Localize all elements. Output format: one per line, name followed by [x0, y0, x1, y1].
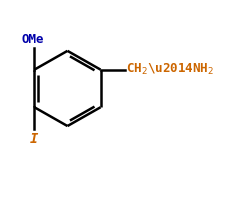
Text: OMe: OMe: [22, 33, 45, 46]
Text: CH$_2$\u2014NH$_2$: CH$_2$\u2014NH$_2$: [126, 62, 214, 77]
Text: I: I: [30, 132, 38, 145]
